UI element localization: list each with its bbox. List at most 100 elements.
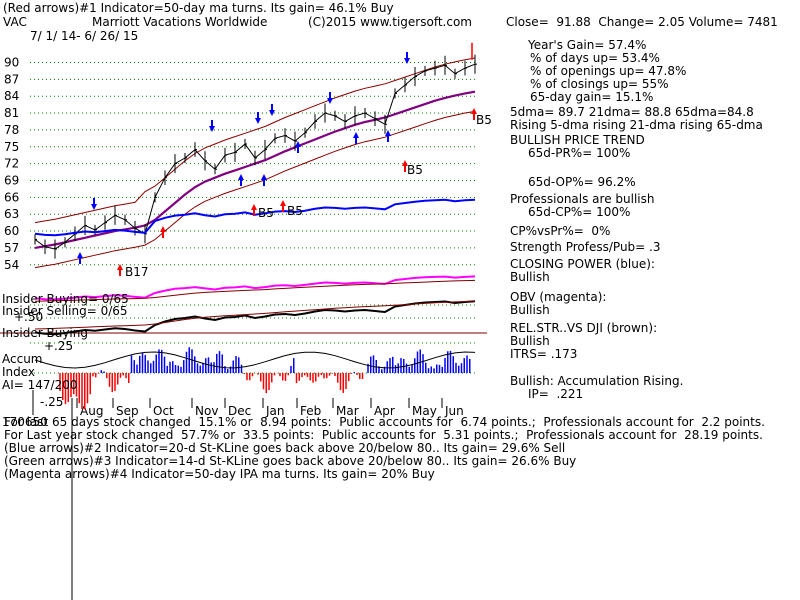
ai-label: AI= 147/200 <box>2 378 78 392</box>
y-tick-label: 57 <box>4 241 19 255</box>
footer-line-3: (Blue arrows)#2 Indicator=20-d St-KLine … <box>4 441 566 455</box>
y-tick-label: 84 <box>4 89 19 103</box>
closing-power-line <box>34 198 476 237</box>
insider-selling-label: Insider Selling= 0/65 <box>2 304 128 318</box>
stat-obv-value: Bullish <box>510 303 550 317</box>
obv-line <box>34 275 476 301</box>
stat-obv-label: OBV (magenta): <box>510 290 607 304</box>
x-tick-label: Feb <box>300 404 321 418</box>
x-tick-label: May <box>412 404 437 418</box>
x-tick-label: Mar <box>336 404 359 418</box>
upper-band <box>34 57 476 224</box>
x-tick-label: Nov <box>195 404 218 418</box>
buy-annotation: B5 <box>476 113 492 127</box>
footer-line-2: For Last year stock changed 57.7% or 33.… <box>4 428 763 442</box>
stat-pct-closings-up: % of closings up= 55% <box>530 77 669 91</box>
footer-line-5: (Magenta arrows)#4 Indicator=50-day IPA … <box>4 467 435 481</box>
y-tick-label: 78 <box>4 123 19 137</box>
x-tick-label: Apr <box>374 404 395 418</box>
blue-up-arrow <box>261 174 267 186</box>
stat-ip-value: IP= .221 <box>528 387 584 401</box>
blue-up-arrow <box>77 252 83 264</box>
stat-pct-openings-up: % of openings up= 47.8% <box>530 64 687 78</box>
y-tick-label: 54 <box>4 258 19 272</box>
stat-price-trend: BULLISH PRICE TREND <box>510 133 645 147</box>
y-tick-label: 81 <box>4 106 19 120</box>
minus25-label: -.25 <box>40 395 64 409</box>
index-label: Index <box>2 365 36 379</box>
stat-relstr-value: Bullish <box>510 334 550 348</box>
blue-down-arrow <box>209 120 215 132</box>
red-up-arrow <box>402 160 408 172</box>
date-range: 7/ 1/ 14- 6/ 26/ 15 <box>30 29 139 43</box>
stat-year-gain: Year's Gain= 57.4% <box>528 38 647 52</box>
red-up-arrow <box>251 204 257 216</box>
stat-itrs: ITRS= .173 <box>510 347 578 361</box>
x-tick-label: Dec <box>228 404 251 418</box>
footer-line-4: (Green arrows)#3 Indicator=14-d St-KLine… <box>4 454 577 468</box>
stat-relstr-label: REL.STR..VS DJI (brown): <box>510 321 658 335</box>
y-tick-label: 66 <box>4 190 19 204</box>
stat-strength: Strength Profess/Pub= .3 <box>510 240 661 254</box>
x-tick-label: Jun <box>444 404 464 418</box>
y-tick-label: 69 <box>4 173 19 187</box>
insider-buying-label: Insider Buying= 0/65 <box>2 292 129 306</box>
stat-dma-values: 5dma= 89.7 21dma= 88.8 65dma=84.8 <box>510 105 754 119</box>
rel-str-ma-line <box>34 300 476 330</box>
red-up-arrow <box>117 264 123 276</box>
stat-cp-pct: 65d-CP%= 100% <box>528 205 631 219</box>
obv-ma-line <box>34 279 476 302</box>
red-up-arrow <box>280 200 286 212</box>
stat-pct-days-up: % of days up= 53.4% <box>530 51 660 65</box>
plus25-label: +.25 <box>44 339 74 353</box>
stat-pr-pct: 65d-PR%= 100% <box>528 146 631 160</box>
buy-annotation: B5 <box>287 204 303 218</box>
buy-annotation: B5 <box>258 206 274 220</box>
stat-closing-power-label: CLOSING POWER (blue): <box>510 257 655 271</box>
footer-line-1: For last 65 days stock changed 15.1% or … <box>4 415 765 429</box>
y-tick-label: 60 <box>4 224 19 238</box>
x-tick-label: Oct <box>153 404 174 418</box>
stat-gain-65d: 65-day gain= 15.1% <box>530 90 654 104</box>
stat-closing-power-value: Bullish <box>510 270 550 284</box>
accum-label: Accum <box>2 352 43 366</box>
stat-dma-rising: Rising 5-dma rising 21-dma rising 65-dma <box>510 118 763 132</box>
stat-op-pct: 65d-OP%= 96.2% <box>528 175 636 189</box>
buy-annotation: B5 <box>407 163 423 177</box>
blue-down-arrow <box>255 112 261 124</box>
blue-down-arrow <box>327 92 333 104</box>
stat-accum-rising: Bullish: Accumulation Rising. <box>510 374 684 388</box>
x-tick-label: Aug <box>80 404 103 418</box>
blue-down-arrow <box>91 198 97 210</box>
blue-up-arrow <box>353 132 359 144</box>
insider-buying-label-2: Insider Buying <box>2 326 88 340</box>
y-tick-label: 75 <box>4 140 19 154</box>
company-name: Marriott Vacations Worldwide <box>92 15 268 29</box>
y-tick-label: 63 <box>4 207 19 221</box>
ticker-symbol: VAC <box>3 15 27 29</box>
indicator-line-1: (Red arrows)#1 Indicator=50-day ma turns… <box>3 1 394 15</box>
plus50-label: +.50 <box>14 310 44 324</box>
blue-up-arrow <box>385 130 391 142</box>
y-tick-label: 87 <box>4 72 19 86</box>
y-tick-label: 72 <box>4 157 19 171</box>
x-tick-label: Sep <box>116 404 139 418</box>
price-line <box>34 63 476 250</box>
blue-up-arrow <box>295 141 301 153</box>
red-up-arrow <box>160 226 166 238</box>
y-tick-label: 90 <box>4 55 19 69</box>
stat-cp-vs-pr: CP%vsPr%= 0% <box>510 224 611 238</box>
bottom-left-code: 170650 <box>2 415 48 429</box>
quote-summary: Close= 91.88 Change= 2.05 Volume= 7481 <box>506 15 778 29</box>
copyright: (C)2015 www.tigersoft.com <box>308 15 472 29</box>
blue-down-arrow <box>269 104 275 116</box>
accum-ma-line <box>34 351 476 369</box>
blue-down-arrow <box>404 52 410 64</box>
stat-professionals: Professionals are bullish <box>510 192 655 206</box>
x-tick-label: Jan <box>265 404 285 418</box>
lower-band <box>34 110 476 269</box>
buy-annotation: B17 <box>125 265 149 279</box>
red-up-arrow <box>471 108 477 120</box>
blue-up-arrow <box>238 174 244 186</box>
